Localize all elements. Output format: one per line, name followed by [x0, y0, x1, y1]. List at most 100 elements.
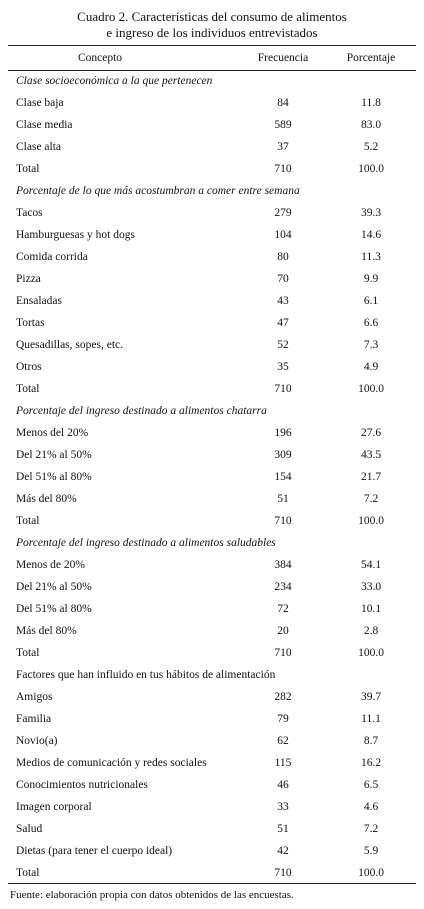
frequency: 47	[277, 317, 289, 329]
percentage: 11.8	[361, 97, 381, 109]
frequency: 154	[274, 471, 292, 483]
frequency: 279	[274, 207, 292, 219]
title-line: Cuadro 2. Características del consumo de…	[77, 9, 347, 24]
bottom-rule	[8, 883, 416, 884]
frequency: 46	[277, 779, 289, 791]
percentage: 43.5	[360, 449, 382, 461]
concept: Dietas (para tener el cuerpo ideal)	[16, 845, 173, 857]
percentage: 2.8	[363, 625, 379, 637]
title-line: e ingreso de los individuos entrevistado…	[106, 25, 318, 40]
percentage: 10.1	[360, 603, 382, 615]
concept: Más del 80%	[16, 625, 77, 637]
percentage: 6.1	[363, 295, 379, 307]
top-rule	[8, 45, 416, 46]
frequency: 37	[277, 141, 289, 153]
concept: Total	[16, 163, 40, 175]
percentage: 100.0	[358, 383, 384, 395]
frequency: 710	[274, 163, 292, 175]
column-header: Porcentaje	[346, 52, 396, 64]
frequency: 43	[277, 295, 289, 307]
frequency: 115	[274, 757, 292, 769]
concept: Quesadillas, sopes, etc.	[16, 339, 123, 351]
frequency: 589	[274, 119, 292, 131]
frequency: 710	[274, 383, 292, 395]
concept: Hamburguesas y hot dogs	[16, 229, 135, 241]
percentage: 7.3	[363, 339, 379, 351]
frequency: 42	[277, 845, 289, 857]
percentage: 100.0	[358, 867, 384, 879]
frequency: 72	[277, 603, 289, 615]
concept: Salud	[16, 823, 43, 835]
percentage: 16.2	[360, 757, 382, 769]
percentage: 5.2	[363, 141, 379, 153]
frequency: 282	[274, 691, 292, 703]
percentage: 54.1	[360, 559, 382, 571]
concept: Tortas	[16, 317, 45, 329]
frequency: 710	[274, 515, 292, 527]
source-note: Fuente: elaboración propia con datos obt…	[10, 889, 294, 901]
frequency: 51	[277, 493, 289, 505]
frequency: 384	[274, 559, 292, 571]
frequency: 70	[277, 273, 289, 285]
percentage: 4.9	[363, 361, 379, 373]
frequency: 79	[277, 713, 289, 725]
concept: Clase media	[16, 119, 73, 131]
concept: Total	[16, 647, 40, 659]
frequency: 62	[277, 735, 289, 747]
percentage: 9.9	[363, 273, 379, 285]
concept: Del 21% al 50%	[16, 449, 92, 461]
percentage: 14.6	[360, 229, 382, 241]
concept: Novio(a)	[16, 735, 58, 747]
percentage: 11.1	[361, 713, 381, 725]
percentage: 100.0	[358, 163, 384, 175]
column-header: Concepto	[77, 52, 123, 64]
frequency: 104	[274, 229, 292, 241]
frequency: 710	[274, 867, 292, 879]
percentage: 21.7	[360, 471, 382, 483]
column-header: Frecuencia	[257, 52, 309, 64]
percentage: 7.2	[363, 823, 379, 835]
concept: Clase alta	[16, 141, 62, 153]
concept: Del 21% al 50%	[16, 581, 92, 593]
concept: Comida corrida	[16, 251, 88, 263]
percentage: 39.3	[360, 207, 382, 219]
section-title: Factores que han influido en tus hábitos…	[16, 669, 276, 681]
percentage: 7.2	[363, 493, 379, 505]
percentage: 27.6	[360, 427, 382, 439]
frequency: 20	[277, 625, 289, 637]
percentage: 83.0	[360, 119, 382, 131]
concept: Conocimientos nutricionales	[16, 779, 148, 791]
concept: Amigos	[16, 691, 53, 703]
percentage: 6.6	[363, 317, 379, 329]
section-title: Porcentaje del ingreso destinado a alime…	[16, 537, 276, 549]
concept: Total	[16, 383, 40, 395]
frequency: 309	[274, 449, 292, 461]
frequency: 710	[274, 647, 292, 659]
frequency: 84	[277, 97, 289, 109]
percentage: 4.6	[363, 801, 379, 813]
concept: Clase baja	[16, 97, 64, 109]
concept: Menos del 20%	[16, 427, 89, 439]
frequency: 52	[277, 339, 289, 351]
frequency: 35	[277, 361, 289, 373]
percentage: 5.9	[363, 845, 379, 857]
percentage: 8.7	[363, 735, 379, 747]
concept: Otros	[16, 361, 42, 373]
concept: Del 51% al 80%	[16, 603, 92, 615]
frequency: 234	[274, 581, 292, 593]
concept: Ensaladas	[16, 295, 62, 307]
percentage: 11.3	[361, 251, 381, 263]
section-title: Clase socioeconómica a la que pertenecen	[16, 75, 213, 87]
frequency: 196	[274, 427, 292, 439]
frequency: 80	[277, 251, 289, 263]
header-rule	[8, 70, 416, 71]
frequency: 33	[277, 801, 289, 813]
percentage: 100.0	[358, 647, 384, 659]
percentage: 39.7	[360, 691, 382, 703]
concept: Total	[16, 515, 40, 527]
percentage: 33.0	[360, 581, 382, 593]
concept: Medios de comunicación y redes sociales	[16, 757, 207, 769]
concept: Del 51% al 80%	[16, 471, 92, 483]
section-title: Porcentaje de lo que más acostumbran a c…	[16, 185, 300, 197]
